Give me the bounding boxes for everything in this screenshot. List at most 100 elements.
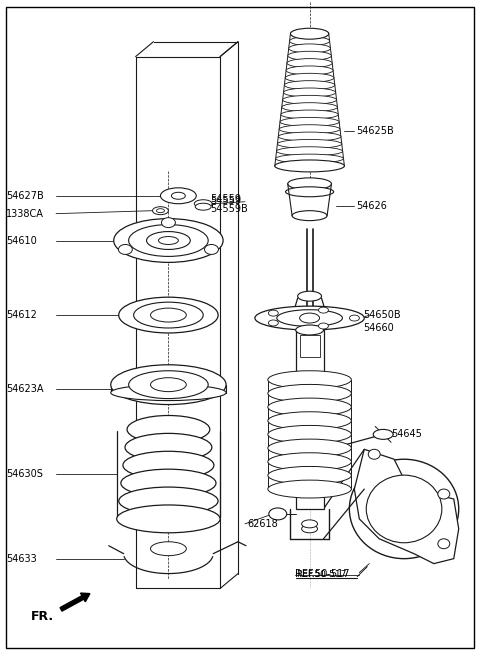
Ellipse shape [204,244,218,254]
Ellipse shape [282,103,337,111]
Ellipse shape [161,217,175,227]
Text: 54650B: 54650B [363,310,401,320]
Ellipse shape [290,28,329,39]
Ellipse shape [194,200,212,208]
Ellipse shape [146,232,190,250]
Text: 54633: 54633 [6,553,37,564]
Ellipse shape [288,51,331,60]
Ellipse shape [368,449,380,459]
Ellipse shape [268,310,278,316]
Text: 54645: 54645 [391,430,422,440]
Ellipse shape [268,371,351,388]
Ellipse shape [280,117,339,126]
Ellipse shape [298,291,322,301]
Ellipse shape [133,302,203,328]
Ellipse shape [114,219,223,263]
Ellipse shape [285,73,334,83]
FancyArrow shape [60,593,90,611]
Ellipse shape [121,469,216,497]
Ellipse shape [301,525,318,533]
Ellipse shape [275,160,344,172]
Ellipse shape [160,188,196,204]
Text: 54559B: 54559B [210,204,248,214]
Ellipse shape [268,398,351,416]
Polygon shape [354,449,459,563]
Ellipse shape [171,193,185,199]
Text: 54559: 54559 [210,196,241,206]
Ellipse shape [288,44,330,53]
Text: FR.: FR. [31,610,54,623]
Ellipse shape [119,297,218,333]
Ellipse shape [255,306,364,330]
Ellipse shape [269,508,287,520]
Ellipse shape [281,110,338,119]
Ellipse shape [268,426,351,443]
Text: 1338CA: 1338CA [6,209,44,219]
Ellipse shape [268,466,351,484]
Ellipse shape [153,207,168,215]
Bar [296,330,324,509]
Ellipse shape [119,487,218,515]
Ellipse shape [276,147,343,156]
Ellipse shape [151,308,186,322]
Ellipse shape [151,378,186,392]
Text: 54630S: 54630S [6,469,43,479]
Ellipse shape [268,320,278,326]
Bar [300,335,320,357]
Ellipse shape [283,96,336,104]
Ellipse shape [277,310,342,326]
Ellipse shape [268,453,351,471]
Ellipse shape [286,66,333,75]
Ellipse shape [289,37,330,46]
Ellipse shape [275,162,344,170]
Ellipse shape [129,225,208,256]
Ellipse shape [287,58,332,67]
Ellipse shape [156,209,165,213]
Ellipse shape [300,313,320,323]
Ellipse shape [292,211,327,221]
Ellipse shape [119,244,132,254]
Ellipse shape [366,475,442,543]
Ellipse shape [125,434,212,461]
Ellipse shape [111,365,226,405]
Ellipse shape [279,124,340,134]
Ellipse shape [127,415,210,443]
Text: REF.50-517: REF.50-517 [296,570,346,579]
Ellipse shape [276,154,344,163]
Ellipse shape [373,430,393,440]
Text: 54610: 54610 [6,236,37,246]
Ellipse shape [151,542,186,555]
Text: 54625B: 54625B [356,126,394,136]
Ellipse shape [268,480,351,498]
Ellipse shape [301,520,318,528]
Ellipse shape [438,489,450,499]
Ellipse shape [195,203,211,210]
Ellipse shape [290,29,329,38]
Text: REF.50-517: REF.50-517 [295,569,349,578]
Ellipse shape [117,505,220,533]
Text: 54559: 54559 [210,194,241,204]
Ellipse shape [296,325,324,335]
Text: 62618: 62618 [247,519,278,529]
Text: 54612: 54612 [6,310,37,320]
Ellipse shape [129,371,208,399]
Ellipse shape [268,384,351,402]
Ellipse shape [123,451,214,479]
Ellipse shape [111,384,226,401]
Ellipse shape [349,459,459,559]
Ellipse shape [288,178,332,190]
Text: 54660: 54660 [363,323,394,333]
Ellipse shape [284,88,336,97]
Ellipse shape [278,132,341,141]
Ellipse shape [438,539,450,549]
Ellipse shape [158,236,179,244]
Ellipse shape [284,81,335,90]
Ellipse shape [268,439,351,457]
Ellipse shape [318,323,328,329]
Text: 54623A: 54623A [6,384,44,394]
Ellipse shape [268,412,351,430]
Text: 54627B: 54627B [6,191,44,201]
Text: 54626: 54626 [356,200,387,211]
Ellipse shape [349,315,360,321]
Ellipse shape [277,140,342,149]
